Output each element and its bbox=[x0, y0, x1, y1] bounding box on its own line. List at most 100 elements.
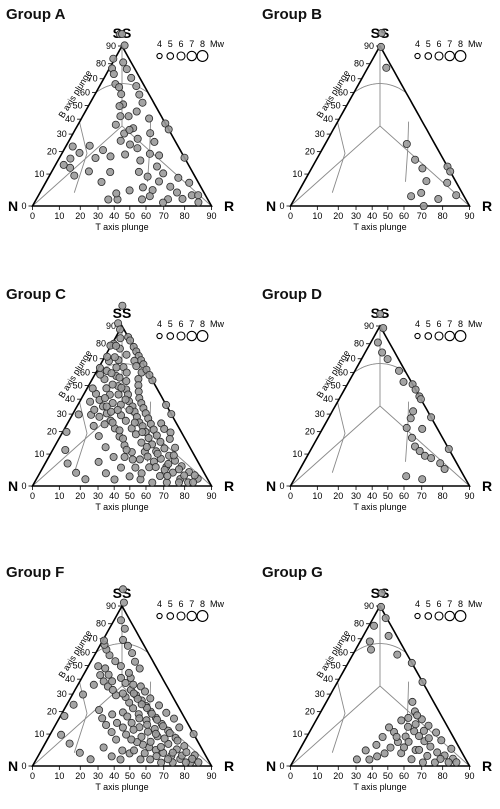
b-tick-label: 40 bbox=[65, 114, 75, 124]
earthquake-point bbox=[108, 710, 117, 719]
mw-legend-unit: Mw bbox=[468, 599, 482, 609]
earthquake-point bbox=[101, 443, 110, 452]
t-tick-label: 20 bbox=[333, 491, 343, 501]
t-tick-label: 80 bbox=[180, 771, 190, 781]
corner-label-normal: N bbox=[266, 758, 276, 774]
earthquake-point bbox=[419, 726, 428, 735]
earthquake-point bbox=[166, 182, 175, 191]
t-tick-label: 40 bbox=[109, 491, 119, 501]
mw-legend-unit: Mw bbox=[468, 39, 482, 49]
panel-title: Group C bbox=[6, 286, 66, 303]
mw-legend-circle bbox=[414, 612, 421, 620]
normal-zone-curve bbox=[331, 401, 346, 473]
b-tick-label: 50 bbox=[73, 381, 83, 391]
earthquake-point bbox=[427, 454, 436, 463]
earthquake-point bbox=[155, 471, 164, 480]
x-axis-title: T axis plunge bbox=[95, 502, 148, 512]
earthquake-point bbox=[112, 341, 121, 350]
panel-title: Group D bbox=[262, 286, 322, 303]
earthquake-point bbox=[447, 744, 456, 753]
earthquake-point bbox=[89, 680, 98, 689]
earthquake-point bbox=[159, 169, 168, 178]
t-tick-label: 10 bbox=[54, 211, 64, 221]
t-tick-label: 40 bbox=[109, 771, 119, 781]
mw-legend-value: 5 bbox=[168, 39, 173, 49]
mw-legend-value: 8 bbox=[458, 319, 463, 329]
mw-legend-circle bbox=[454, 610, 467, 622]
earthquake-point bbox=[383, 355, 392, 364]
earthquake-point bbox=[144, 433, 153, 442]
earthquake-point bbox=[160, 734, 169, 743]
earthquake-point bbox=[446, 167, 455, 176]
b-tick-label: 50 bbox=[331, 381, 341, 391]
t-tick-label: 10 bbox=[54, 771, 64, 781]
earthquake-point bbox=[143, 727, 152, 736]
t-tick-label: 20 bbox=[75, 771, 85, 781]
earthquake-point bbox=[89, 421, 98, 430]
b-tick-label: 20 bbox=[47, 707, 57, 717]
b-tick-label: 70 bbox=[346, 354, 356, 364]
b-tick-label: 80 bbox=[96, 619, 106, 629]
mw-legend-value: 4 bbox=[415, 319, 420, 329]
earthquake-point bbox=[81, 475, 90, 484]
earthquake-point bbox=[151, 463, 160, 472]
earthquake-point bbox=[106, 152, 115, 161]
earthquake-point bbox=[181, 758, 190, 767]
earthquake-point bbox=[437, 736, 446, 745]
earthquake-point bbox=[119, 58, 128, 67]
earthquake-point bbox=[416, 395, 425, 404]
panel-title: Group G bbox=[262, 564, 323, 581]
earthquake-point bbox=[380, 749, 389, 758]
earthquake-point bbox=[108, 380, 117, 389]
earthquake-point bbox=[162, 708, 171, 717]
earthquake-point bbox=[137, 700, 146, 709]
mw-legend-value: 8 bbox=[458, 39, 463, 49]
earthquake-point bbox=[171, 443, 180, 452]
mw-legend-value: 7 bbox=[447, 599, 452, 609]
earthquake-point bbox=[99, 743, 108, 752]
t-tick-label: 0 bbox=[288, 211, 293, 221]
b-tick-label: 70 bbox=[88, 74, 98, 84]
earthquake-point bbox=[160, 444, 169, 453]
earthquake-point bbox=[164, 459, 173, 468]
panel-4: Group D0 10 20 30 40 50 60 70 80 9001020304050607… bbox=[262, 286, 492, 512]
t-tick-label: 0 bbox=[30, 491, 35, 501]
earthquake-point bbox=[61, 445, 70, 454]
earthquake-point bbox=[146, 694, 155, 703]
earthquake-point bbox=[112, 363, 121, 372]
earthquake-point bbox=[116, 112, 125, 121]
earthquake-point bbox=[408, 697, 417, 706]
earthquake-point bbox=[85, 141, 94, 150]
earthquake-point bbox=[132, 107, 141, 116]
t-tick-label: 50 bbox=[383, 211, 393, 221]
earthquake-point bbox=[190, 471, 199, 480]
earthquake-point bbox=[127, 735, 136, 744]
b-tick-label: 0 bbox=[21, 481, 26, 491]
earthquake-point bbox=[96, 671, 105, 680]
t-tick-label: 70 bbox=[159, 491, 169, 501]
mw-legend-value: 5 bbox=[426, 599, 431, 609]
earthquake-point bbox=[194, 758, 203, 767]
earthquake-point bbox=[430, 758, 439, 767]
earthquake-point bbox=[415, 745, 424, 754]
mw-legend-circle bbox=[424, 52, 433, 60]
earthquake-point bbox=[440, 464, 449, 473]
earthquake-point bbox=[94, 662, 103, 671]
earthquake-point bbox=[148, 478, 157, 487]
earthquake-point bbox=[117, 383, 126, 392]
earthquake-point bbox=[194, 191, 203, 200]
b-tick-label: 10 bbox=[34, 449, 44, 459]
earthquake-point bbox=[107, 407, 116, 416]
b-tick-label: 70 bbox=[346, 74, 356, 84]
earthquake-point bbox=[123, 641, 132, 650]
t-tick-label: 10 bbox=[54, 491, 64, 501]
mw-legend-circle bbox=[424, 332, 433, 340]
earthquake-point bbox=[109, 70, 118, 79]
earthquake-point bbox=[153, 449, 162, 458]
earthquake-point bbox=[169, 451, 178, 460]
earthquake-point bbox=[122, 377, 131, 386]
earthquake-point bbox=[97, 177, 106, 186]
reverse-zone-curve bbox=[405, 121, 410, 182]
earthquake-point bbox=[143, 720, 152, 729]
b-tick-label: 80 bbox=[354, 619, 364, 629]
